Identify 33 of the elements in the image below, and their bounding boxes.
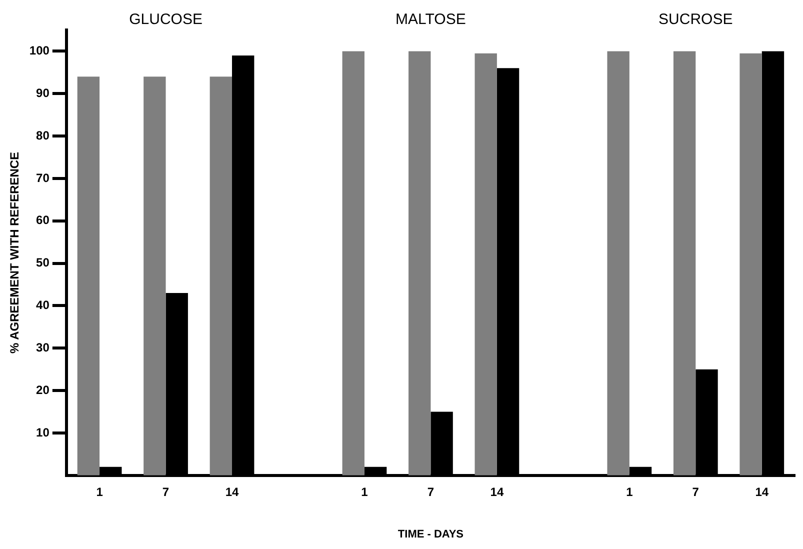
bar [77, 76, 100, 476]
x-tick-label: 14 [490, 484, 504, 499]
bar [474, 53, 497, 476]
y-tick-label: 60 [36, 213, 50, 228]
y-tick-label: 40 [36, 298, 50, 312]
x-axis-title: TIME - DAYS [398, 528, 464, 540]
y-tick-label: 80 [36, 128, 50, 142]
x-tick-label: 7 [162, 484, 170, 499]
bar [740, 53, 762, 476]
bar [673, 51, 696, 476]
bar [607, 51, 630, 476]
y-tick-label: 20 [36, 382, 50, 397]
x-tick-label: 1 [626, 484, 634, 499]
bar [408, 51, 431, 476]
text: MALTOSE [396, 11, 466, 28]
bar [144, 76, 166, 476]
y-tick-label: 50 [36, 256, 50, 270]
x-tick-label: 14 [225, 484, 239, 499]
y-axis-title: % AGREEMENT WITH REFERENCE [8, 152, 22, 354]
x-tick-label: 14 [755, 484, 769, 499]
text: SUCROSE [658, 11, 733, 28]
x-tick-label: 7 [427, 484, 434, 499]
y-tick-label: 30 [36, 340, 50, 354]
y-tick-label: 70 [36, 170, 50, 185]
text: GLUCOSE [129, 11, 202, 28]
y-tick-label: 100 [29, 44, 50, 58]
y-tick-label: 90 [36, 86, 50, 100]
x-tick-label: 1 [96, 484, 104, 499]
bar [210, 76, 232, 476]
bar [342, 51, 364, 476]
x-tick-label: 1 [361, 484, 368, 499]
y-tick-label: 10 [36, 425, 50, 440]
x-tick-label: 7 [692, 484, 700, 499]
